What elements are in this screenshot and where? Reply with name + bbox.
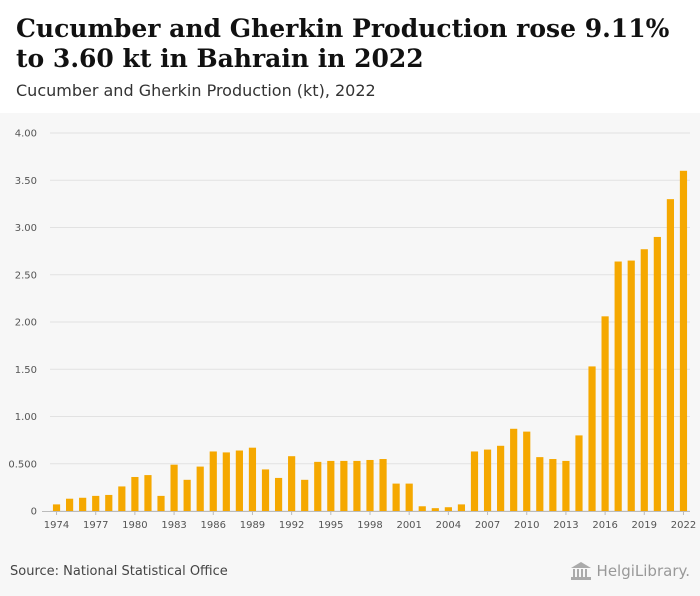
bar-2021[interactable]	[666, 199, 674, 511]
bar-1983[interactable]	[170, 464, 178, 511]
bar-1980[interactable]	[131, 476, 139, 511]
bar-1992[interactable]	[288, 456, 296, 511]
bar-2003[interactable]	[431, 508, 439, 511]
bar-2016[interactable]	[601, 316, 609, 511]
y-tick-label: 0.500	[8, 459, 37, 470]
footer: Source: National Statistical Office Helg…	[0, 553, 700, 596]
bar-1974[interactable]	[52, 504, 61, 511]
x-tick-label: 1983	[161, 520, 186, 531]
bar-1998[interactable]	[366, 459, 374, 511]
x-tick-label: 2022	[671, 520, 696, 531]
bar-2009[interactable]	[510, 428, 518, 511]
bar-2001[interactable]	[405, 483, 413, 511]
bar-2008[interactable]	[497, 445, 505, 511]
bar-chart: 0 0.500 1.00 1.50 2.00 2.50 3.00 3.50 4.00 1974 19…	[8, 129, 696, 532]
bar-2013[interactable]	[562, 460, 570, 511]
y-tick-label: 1.00	[15, 412, 37, 423]
logo-text: HelgiLibrary.	[596, 562, 690, 580]
bar-2018[interactable]	[627, 260, 635, 511]
y-tick-label: 2.50	[15, 270, 37, 281]
bar-2015[interactable]	[588, 366, 596, 511]
bar-1995[interactable]	[327, 460, 335, 511]
y-tick-label: 3.50	[15, 176, 37, 187]
x-tick-label: 2001	[396, 520, 421, 531]
bar-1982[interactable]	[157, 495, 165, 511]
bar-1988[interactable]	[235, 450, 243, 511]
bar-1989[interactable]	[248, 447, 257, 511]
x-tick-label: 1986	[201, 520, 226, 531]
bar-1975[interactable]	[66, 498, 74, 511]
bar-2006[interactable]	[470, 451, 479, 511]
bar-1985[interactable]	[196, 466, 204, 511]
y-tick-label: 0	[31, 507, 37, 518]
bar-1996[interactable]	[340, 460, 348, 511]
bar-2014[interactable]	[575, 435, 583, 511]
x-tick-label: 1992	[279, 520, 304, 531]
x-tick-label: 2019	[632, 520, 657, 531]
bar-1999[interactable]	[379, 459, 387, 511]
chart-title: Cucumber and Gherkin Production rose 9.1…	[16, 14, 670, 73]
bar-2011[interactable]	[536, 457, 544, 511]
x-tick-label: 1995	[318, 520, 343, 531]
x-tick-label: 2004	[436, 520, 461, 531]
helgi-library-logo[interactable]: HelgiLibrary.	[570, 561, 690, 581]
x-tick-label: 1977	[83, 520, 108, 531]
bar-1997[interactable]	[353, 460, 361, 511]
bar-2002[interactable]	[418, 506, 426, 511]
y-tick-label: 4.00	[15, 129, 37, 140]
bar-2007[interactable]	[483, 449, 492, 511]
chart-subtitle: Cucumber and Gherkin Production (kt), 20…	[16, 81, 376, 100]
bar-1981[interactable]	[144, 475, 152, 511]
bar-2005[interactable]	[457, 504, 466, 511]
library-building-icon	[570, 562, 591, 580]
x-tick-label: 1989	[240, 520, 265, 531]
y-tick-label: 3.00	[15, 223, 37, 234]
bar-1994[interactable]	[314, 461, 322, 511]
x-tick-label: 2013	[553, 520, 578, 531]
bar-2019[interactable]	[640, 249, 648, 512]
x-tick-label: 2007	[475, 520, 500, 531]
x-tick-label: 2016	[592, 520, 617, 531]
bar-1990[interactable]	[261, 469, 270, 511]
bar-1979[interactable]	[118, 486, 126, 511]
y-tick-label: 1.50	[15, 365, 37, 376]
bar-1991[interactable]	[274, 477, 283, 511]
bar-1986[interactable]	[209, 451, 217, 511]
source-note: Source: National Statistical Office	[10, 564, 228, 579]
bar-1977[interactable]	[92, 495, 100, 511]
bar-2020[interactable]	[653, 236, 661, 511]
bar-1993[interactable]	[301, 479, 309, 511]
x-tick-label: 1974	[44, 520, 69, 531]
y-tick-label: 2.00	[15, 318, 37, 329]
bar-2000[interactable]	[392, 483, 400, 511]
bar-1984[interactable]	[183, 479, 191, 511]
bar-2010[interactable]	[523, 431, 531, 511]
bar-1987[interactable]	[222, 452, 230, 511]
x-tick-label: 2010	[514, 520, 539, 531]
x-tick-label: 1980	[122, 520, 147, 531]
bar-1976[interactable]	[79, 497, 87, 511]
x-tick-label: 1998	[357, 520, 382, 531]
bar-2022[interactable]	[679, 170, 688, 512]
bar-2004[interactable]	[444, 507, 452, 511]
bar-1978[interactable]	[105, 494, 113, 511]
bar-2017[interactable]	[614, 261, 622, 511]
chart-area: 0 0.500 1.00 1.50 2.00 2.50 3.00 3.50 4.00 1974 19…	[0, 113, 700, 553]
bar-2012[interactable]	[549, 459, 557, 511]
